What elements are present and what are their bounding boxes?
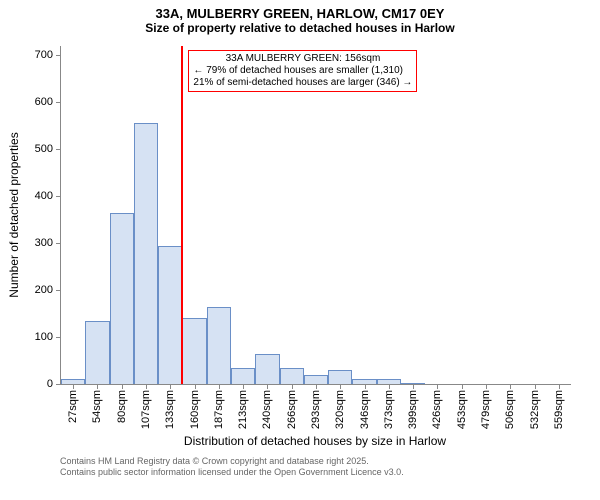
y-tick-mark (56, 384, 61, 385)
x-tick-label: 293sqm (310, 390, 322, 429)
x-tick-label: 27sqm (67, 390, 79, 423)
histogram-bar (207, 307, 231, 384)
x-tick-mark (243, 384, 244, 389)
annotation-line-3: 21% of semi-detached houses are larger (… (193, 77, 412, 89)
y-tick-mark (56, 196, 61, 197)
y-tick-mark (56, 290, 61, 291)
y-tick-mark (56, 102, 61, 103)
x-tick-label: 426sqm (431, 390, 443, 429)
x-tick-mark (535, 384, 536, 389)
x-tick-mark (195, 384, 196, 389)
x-axis-label: Distribution of detached houses by size … (60, 434, 570, 448)
x-tick-mark (462, 384, 463, 389)
x-tick-label: 346sqm (359, 390, 371, 429)
histogram-bar (182, 318, 206, 384)
x-tick-label: 320sqm (334, 390, 346, 429)
x-tick-label: 559sqm (553, 390, 565, 429)
x-tick-mark (486, 384, 487, 389)
x-tick-label: 133sqm (164, 390, 176, 429)
x-tick-label: 80sqm (116, 390, 128, 423)
histogram-bar (85, 321, 109, 384)
histogram-bar (110, 213, 134, 384)
x-tick-mark (146, 384, 147, 389)
y-tick-mark (56, 337, 61, 338)
histogram-bar (280, 368, 304, 384)
x-tick-mark (292, 384, 293, 389)
y-tick-mark (56, 243, 61, 244)
x-tick-mark (170, 384, 171, 389)
chart-title: 33A, MULBERRY GREEN, HARLOW, CM17 0EY (0, 0, 600, 21)
x-tick-label: 506sqm (504, 390, 516, 429)
chart-subtitle: Size of property relative to detached ho… (0, 21, 600, 39)
x-tick-label: 373sqm (383, 390, 395, 429)
x-tick-mark (437, 384, 438, 389)
x-tick-label: 266sqm (286, 390, 298, 429)
x-tick-mark (219, 384, 220, 389)
y-tick-mark (56, 149, 61, 150)
footer-line-2: Contains public sector information licen… (60, 467, 404, 478)
x-tick-mark (267, 384, 268, 389)
x-tick-mark (365, 384, 366, 389)
x-tick-label: 107sqm (140, 390, 152, 429)
x-tick-mark (316, 384, 317, 389)
histogram-bar (328, 370, 352, 384)
x-tick-label: 160sqm (189, 390, 201, 429)
histogram-bar (231, 368, 255, 384)
x-tick-mark (73, 384, 74, 389)
annotation-line-2: ← 79% of detached houses are smaller (1,… (193, 65, 412, 77)
annotation-box: 33A MULBERRY GREEN: 156sqm ← 79% of deta… (188, 50, 417, 92)
annotation-line-1: 33A MULBERRY GREEN: 156sqm (193, 53, 412, 65)
x-tick-mark (389, 384, 390, 389)
histogram-bar (134, 123, 158, 384)
chart-container: 33A, MULBERRY GREEN, HARLOW, CM17 0EY Si… (0, 0, 600, 500)
y-axis-label: Number of detached properties (7, 132, 21, 297)
x-tick-mark (510, 384, 511, 389)
x-tick-label: 479sqm (480, 390, 492, 429)
histogram-bar (158, 246, 182, 384)
x-tick-mark (340, 384, 341, 389)
histogram-bar (304, 375, 328, 384)
x-tick-mark (413, 384, 414, 389)
x-tick-label: 213sqm (237, 390, 249, 429)
x-tick-label: 399sqm (407, 390, 419, 429)
y-tick-mark (56, 55, 61, 56)
marker-line (181, 46, 183, 384)
footer: Contains HM Land Registry data © Crown c… (60, 456, 404, 478)
x-tick-label: 532sqm (529, 390, 541, 429)
x-tick-label: 54sqm (91, 390, 103, 423)
x-tick-mark (122, 384, 123, 389)
footer-line-1: Contains HM Land Registry data © Crown c… (60, 456, 404, 467)
x-tick-mark (559, 384, 560, 389)
plot-area: 0100200300400500600700 27sqm54sqm80sqm10… (60, 46, 571, 385)
histogram-bar (255, 354, 279, 385)
x-tick-label: 187sqm (213, 390, 225, 429)
x-tick-label: 453sqm (456, 390, 468, 429)
x-tick-mark (97, 384, 98, 389)
x-tick-label: 240sqm (261, 390, 273, 429)
